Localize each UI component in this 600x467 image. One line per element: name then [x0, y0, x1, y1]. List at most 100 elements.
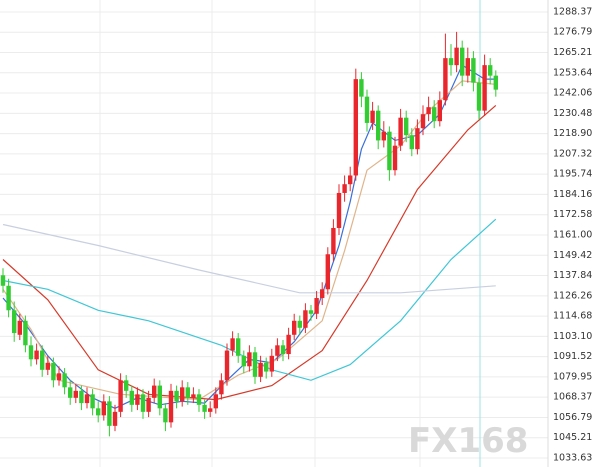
candle-body	[426, 107, 431, 115]
candle-body	[493, 75, 498, 90]
y-tick-label: 1149.42	[553, 250, 592, 261]
candle-body	[297, 320, 302, 328]
candle-body	[118, 380, 123, 412]
candle-body	[348, 175, 353, 185]
candle-body	[353, 79, 358, 176]
candle-body	[286, 334, 291, 355]
candle-body	[359, 79, 364, 97]
candle-body	[275, 345, 280, 356]
y-tick-label: 1218.90	[553, 128, 592, 139]
y-tick-label: 1114.68	[553, 311, 592, 322]
y-tick-label: 1265.21	[553, 47, 592, 58]
candle-body	[247, 352, 252, 367]
candle-body	[437, 100, 442, 122]
candle-body	[392, 145, 398, 171]
candle-body	[202, 404, 207, 412]
candle-body	[398, 117, 403, 146]
candle-body	[12, 310, 17, 334]
candle-body	[208, 408, 213, 412]
candle-body	[79, 390, 84, 404]
candle-body	[45, 362, 50, 370]
candle-body	[84, 394, 90, 404]
candle-body	[342, 184, 347, 193]
candle-body	[0, 275, 6, 286]
candle-body	[28, 345, 34, 360]
candle-body	[404, 117, 409, 136]
candle-body	[17, 320, 22, 335]
candle-body	[308, 310, 314, 314]
candle-body	[376, 110, 381, 141]
candle-body	[185, 387, 190, 398]
candle-body	[314, 298, 319, 314]
candle-body	[258, 362, 263, 377]
candle-body	[34, 350, 39, 360]
candle-body	[370, 110, 375, 123]
candle-body	[320, 289, 325, 299]
candle-body	[303, 310, 308, 328]
candle-body	[219, 380, 224, 395]
candle-body	[420, 114, 426, 129]
candle-body	[112, 411, 118, 426]
candle-body	[409, 135, 414, 150]
candle-body	[140, 394, 146, 412]
candle-body	[152, 385, 157, 398]
candle-body	[146, 397, 151, 412]
candle-body	[443, 58, 448, 101]
candle-body	[331, 227, 336, 255]
candle-body	[51, 362, 56, 381]
candle-body	[196, 394, 202, 405]
candle-body	[236, 338, 241, 356]
y-tick-label: 1161.00	[553, 229, 592, 240]
candle-body	[68, 387, 73, 398]
candle-body	[364, 96, 370, 123]
y-tick-label: 1195.74	[553, 169, 592, 180]
y-tick-label: 1103.10	[553, 331, 592, 342]
y-tick-label: 1137.84	[553, 270, 592, 281]
candle-body	[471, 58, 476, 83]
candle-body	[6, 285, 11, 311]
y-tick-label: 1230.48	[553, 108, 592, 119]
candle-body	[213, 394, 218, 409]
candle-body	[168, 390, 174, 423]
y-tick-label: 1091.52	[553, 351, 592, 362]
moving-average-line	[2, 223, 496, 294]
candle-body	[107, 401, 112, 426]
y-tick-label: 1253.64	[553, 67, 592, 78]
candle-body	[157, 385, 162, 409]
candle-body	[135, 394, 140, 405]
y-tick-label: 1207.32	[553, 148, 592, 159]
candle-body	[163, 408, 168, 423]
candle-body	[448, 58, 454, 66]
candle-body	[269, 355, 274, 372]
candle-body	[224, 350, 230, 381]
marks-layer	[0, 31, 498, 437]
y-tick-label: 1242.06	[553, 88, 592, 99]
candle-body	[23, 320, 28, 346]
watermark: FX168	[408, 421, 528, 461]
candle-body	[465, 58, 470, 76]
candle-body	[292, 320, 297, 335]
candle-body	[241, 355, 246, 367]
candle-body	[432, 107, 437, 122]
y-tick-label: 1056.79	[553, 412, 592, 423]
candle-body	[129, 390, 134, 405]
candle-body	[336, 192, 342, 228]
candle-body	[415, 128, 420, 150]
y-tick-label: 1045.21	[553, 432, 592, 443]
moving-average-line	[2, 104, 497, 401]
candle-body	[174, 390, 179, 402]
y-tick-label: 1288.37	[553, 6, 592, 17]
y-tick-label: 1079.95	[553, 371, 592, 382]
candle-body	[476, 82, 482, 111]
candle-body	[230, 338, 235, 351]
y-tick-label: 1184.16	[553, 189, 592, 200]
candle-body	[96, 408, 101, 416]
y-tick-label: 1033.63	[553, 453, 592, 464]
grid-layer	[0, 11, 548, 459]
y-tick-label: 1172.58	[553, 209, 592, 220]
candle-body	[280, 345, 286, 355]
candle-body	[387, 131, 392, 171]
candle-body	[191, 394, 196, 398]
